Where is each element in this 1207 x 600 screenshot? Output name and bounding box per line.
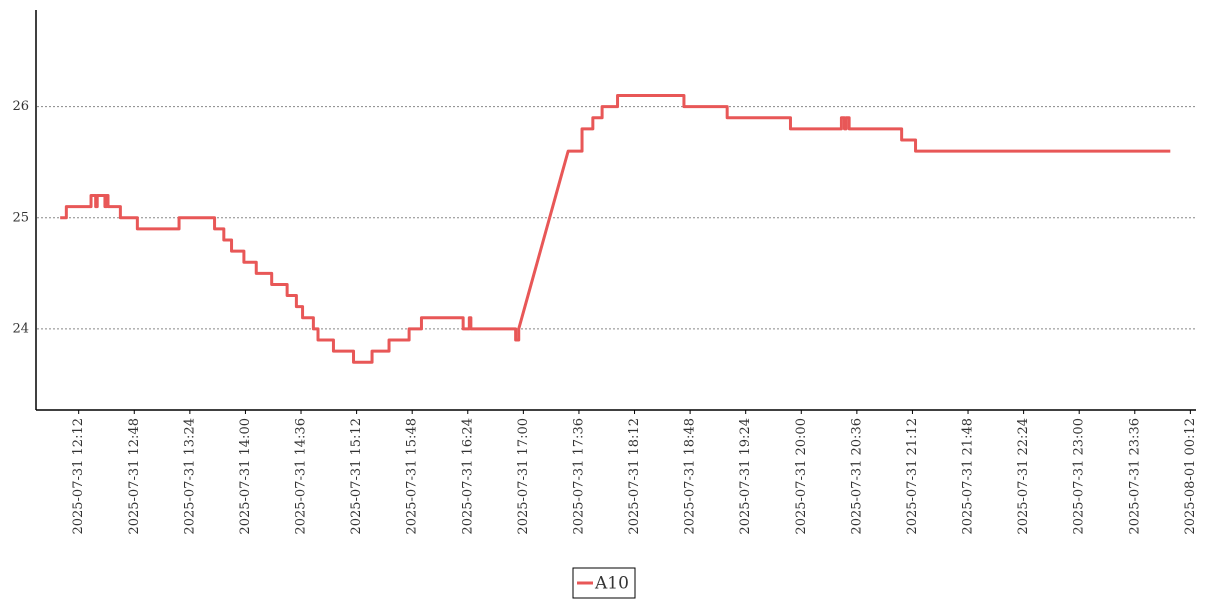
x-tick-label: 2025-07-31 23:00 (1072, 418, 1087, 535)
x-tick-label: 2025-07-31 15:12 (349, 418, 364, 535)
y-tick-label: 26 (12, 99, 29, 114)
x-tick-label: 2025-07-31 12:48 (127, 418, 142, 535)
x-tick-label: 2025-07-31 14:00 (238, 418, 253, 535)
x-tick-label: 2025-07-31 18:12 (627, 418, 642, 535)
x-tick-label: 2025-07-31 17:36 (571, 418, 586, 535)
x-tick-label: 2025-07-31 16:24 (460, 418, 475, 535)
x-tick-label: 2025-07-31 23:36 (1127, 418, 1142, 535)
x-tick-label: 2025-08-01 00:12 (1183, 418, 1198, 535)
y-tick-label: 24 (12, 321, 29, 336)
x-tick-label: 2025-07-31 12:12 (71, 418, 86, 535)
x-tick-label: 2025-07-31 21:48 (961, 418, 976, 535)
legend-label: A10 (594, 574, 629, 594)
x-tick-label: 2025-07-31 20:00 (794, 418, 809, 535)
x-tick-label: 2025-07-31 19:24 (738, 418, 753, 535)
x-tick-label: 2025-07-31 18:48 (683, 418, 698, 535)
x-tick-label: 2025-07-31 21:12 (905, 418, 920, 535)
x-tick-label: 2025-07-31 13:24 (182, 418, 197, 535)
x-tick-label: 2025-07-31 14:36 (294, 418, 309, 535)
x-tick-label: 2025-07-31 20:36 (849, 418, 864, 535)
data-line (60, 94, 1171, 364)
x-tick-label: 2025-07-31 17:00 (516, 418, 531, 535)
y-tick-label: 25 (12, 210, 29, 225)
x-tick-label: 2025-07-31 22:24 (1016, 418, 1031, 535)
x-tick-label: 2025-07-31 15:48 (405, 418, 420, 535)
legend: A10 (572, 567, 636, 599)
